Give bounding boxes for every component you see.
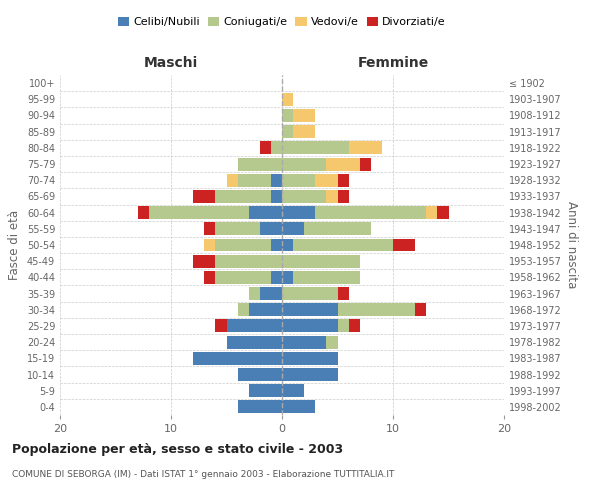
- Bar: [260, 222, 282, 235]
- Bar: [204, 238, 215, 252]
- Bar: [238, 174, 271, 186]
- Bar: [316, 206, 426, 219]
- Bar: [282, 222, 304, 235]
- Bar: [249, 304, 282, 316]
- Bar: [249, 384, 282, 397]
- Y-axis label: Fasce di età: Fasce di età: [8, 210, 21, 280]
- Legend: Celibi/Nubili, Coniugati/e, Vedovi/e, Divorziati/e: Celibi/Nubili, Coniugati/e, Vedovi/e, Di…: [114, 12, 450, 32]
- Bar: [326, 190, 337, 203]
- Bar: [238, 304, 249, 316]
- Bar: [282, 400, 316, 413]
- Bar: [215, 254, 282, 268]
- Bar: [293, 125, 316, 138]
- Bar: [193, 254, 215, 268]
- Bar: [282, 142, 349, 154]
- Bar: [204, 222, 215, 235]
- Bar: [282, 238, 293, 252]
- Bar: [282, 254, 360, 268]
- Bar: [215, 222, 260, 235]
- Bar: [282, 190, 326, 203]
- Bar: [282, 287, 337, 300]
- Bar: [238, 158, 282, 170]
- Bar: [349, 320, 360, 332]
- Bar: [282, 174, 316, 186]
- Bar: [349, 142, 382, 154]
- Bar: [282, 384, 304, 397]
- Text: Popolazione per età, sesso e stato civile - 2003: Popolazione per età, sesso e stato civil…: [12, 442, 343, 456]
- Bar: [238, 368, 282, 381]
- Bar: [337, 174, 349, 186]
- Bar: [304, 222, 371, 235]
- Bar: [282, 93, 293, 106]
- Bar: [337, 190, 349, 203]
- Bar: [260, 142, 271, 154]
- Bar: [337, 320, 349, 332]
- Bar: [282, 158, 326, 170]
- Bar: [138, 206, 149, 219]
- Bar: [271, 174, 282, 186]
- Text: Femmine: Femmine: [358, 56, 428, 70]
- Text: Maschi: Maschi: [144, 56, 198, 70]
- Bar: [282, 271, 293, 284]
- Bar: [282, 320, 337, 332]
- Bar: [360, 158, 371, 170]
- Bar: [193, 352, 282, 365]
- Y-axis label: Anni di nascita: Anni di nascita: [565, 202, 578, 288]
- Bar: [238, 400, 282, 413]
- Bar: [293, 271, 360, 284]
- Bar: [282, 304, 337, 316]
- Bar: [227, 320, 282, 332]
- Bar: [215, 238, 271, 252]
- Bar: [249, 206, 282, 219]
- Bar: [316, 174, 337, 186]
- Bar: [282, 206, 316, 219]
- Bar: [393, 238, 415, 252]
- Bar: [293, 109, 316, 122]
- Bar: [271, 238, 282, 252]
- Bar: [271, 142, 282, 154]
- Bar: [282, 125, 293, 138]
- Text: COMUNE DI SEBORGA (IM) - Dati ISTAT 1° gennaio 2003 - Elaborazione TUTTITALIA.IT: COMUNE DI SEBORGA (IM) - Dati ISTAT 1° g…: [12, 470, 394, 479]
- Bar: [337, 304, 415, 316]
- Bar: [215, 271, 271, 284]
- Bar: [204, 271, 215, 284]
- Bar: [271, 271, 282, 284]
- Bar: [426, 206, 437, 219]
- Bar: [437, 206, 449, 219]
- Bar: [415, 304, 427, 316]
- Bar: [215, 190, 271, 203]
- Bar: [193, 190, 215, 203]
- Bar: [227, 174, 238, 186]
- Bar: [215, 320, 227, 332]
- Bar: [282, 352, 337, 365]
- Bar: [149, 206, 249, 219]
- Bar: [260, 287, 282, 300]
- Bar: [271, 190, 282, 203]
- Bar: [326, 336, 337, 348]
- Bar: [293, 238, 393, 252]
- Bar: [227, 336, 282, 348]
- Bar: [326, 158, 360, 170]
- Bar: [337, 287, 349, 300]
- Bar: [249, 287, 260, 300]
- Bar: [282, 109, 293, 122]
- Bar: [282, 336, 326, 348]
- Bar: [282, 368, 337, 381]
